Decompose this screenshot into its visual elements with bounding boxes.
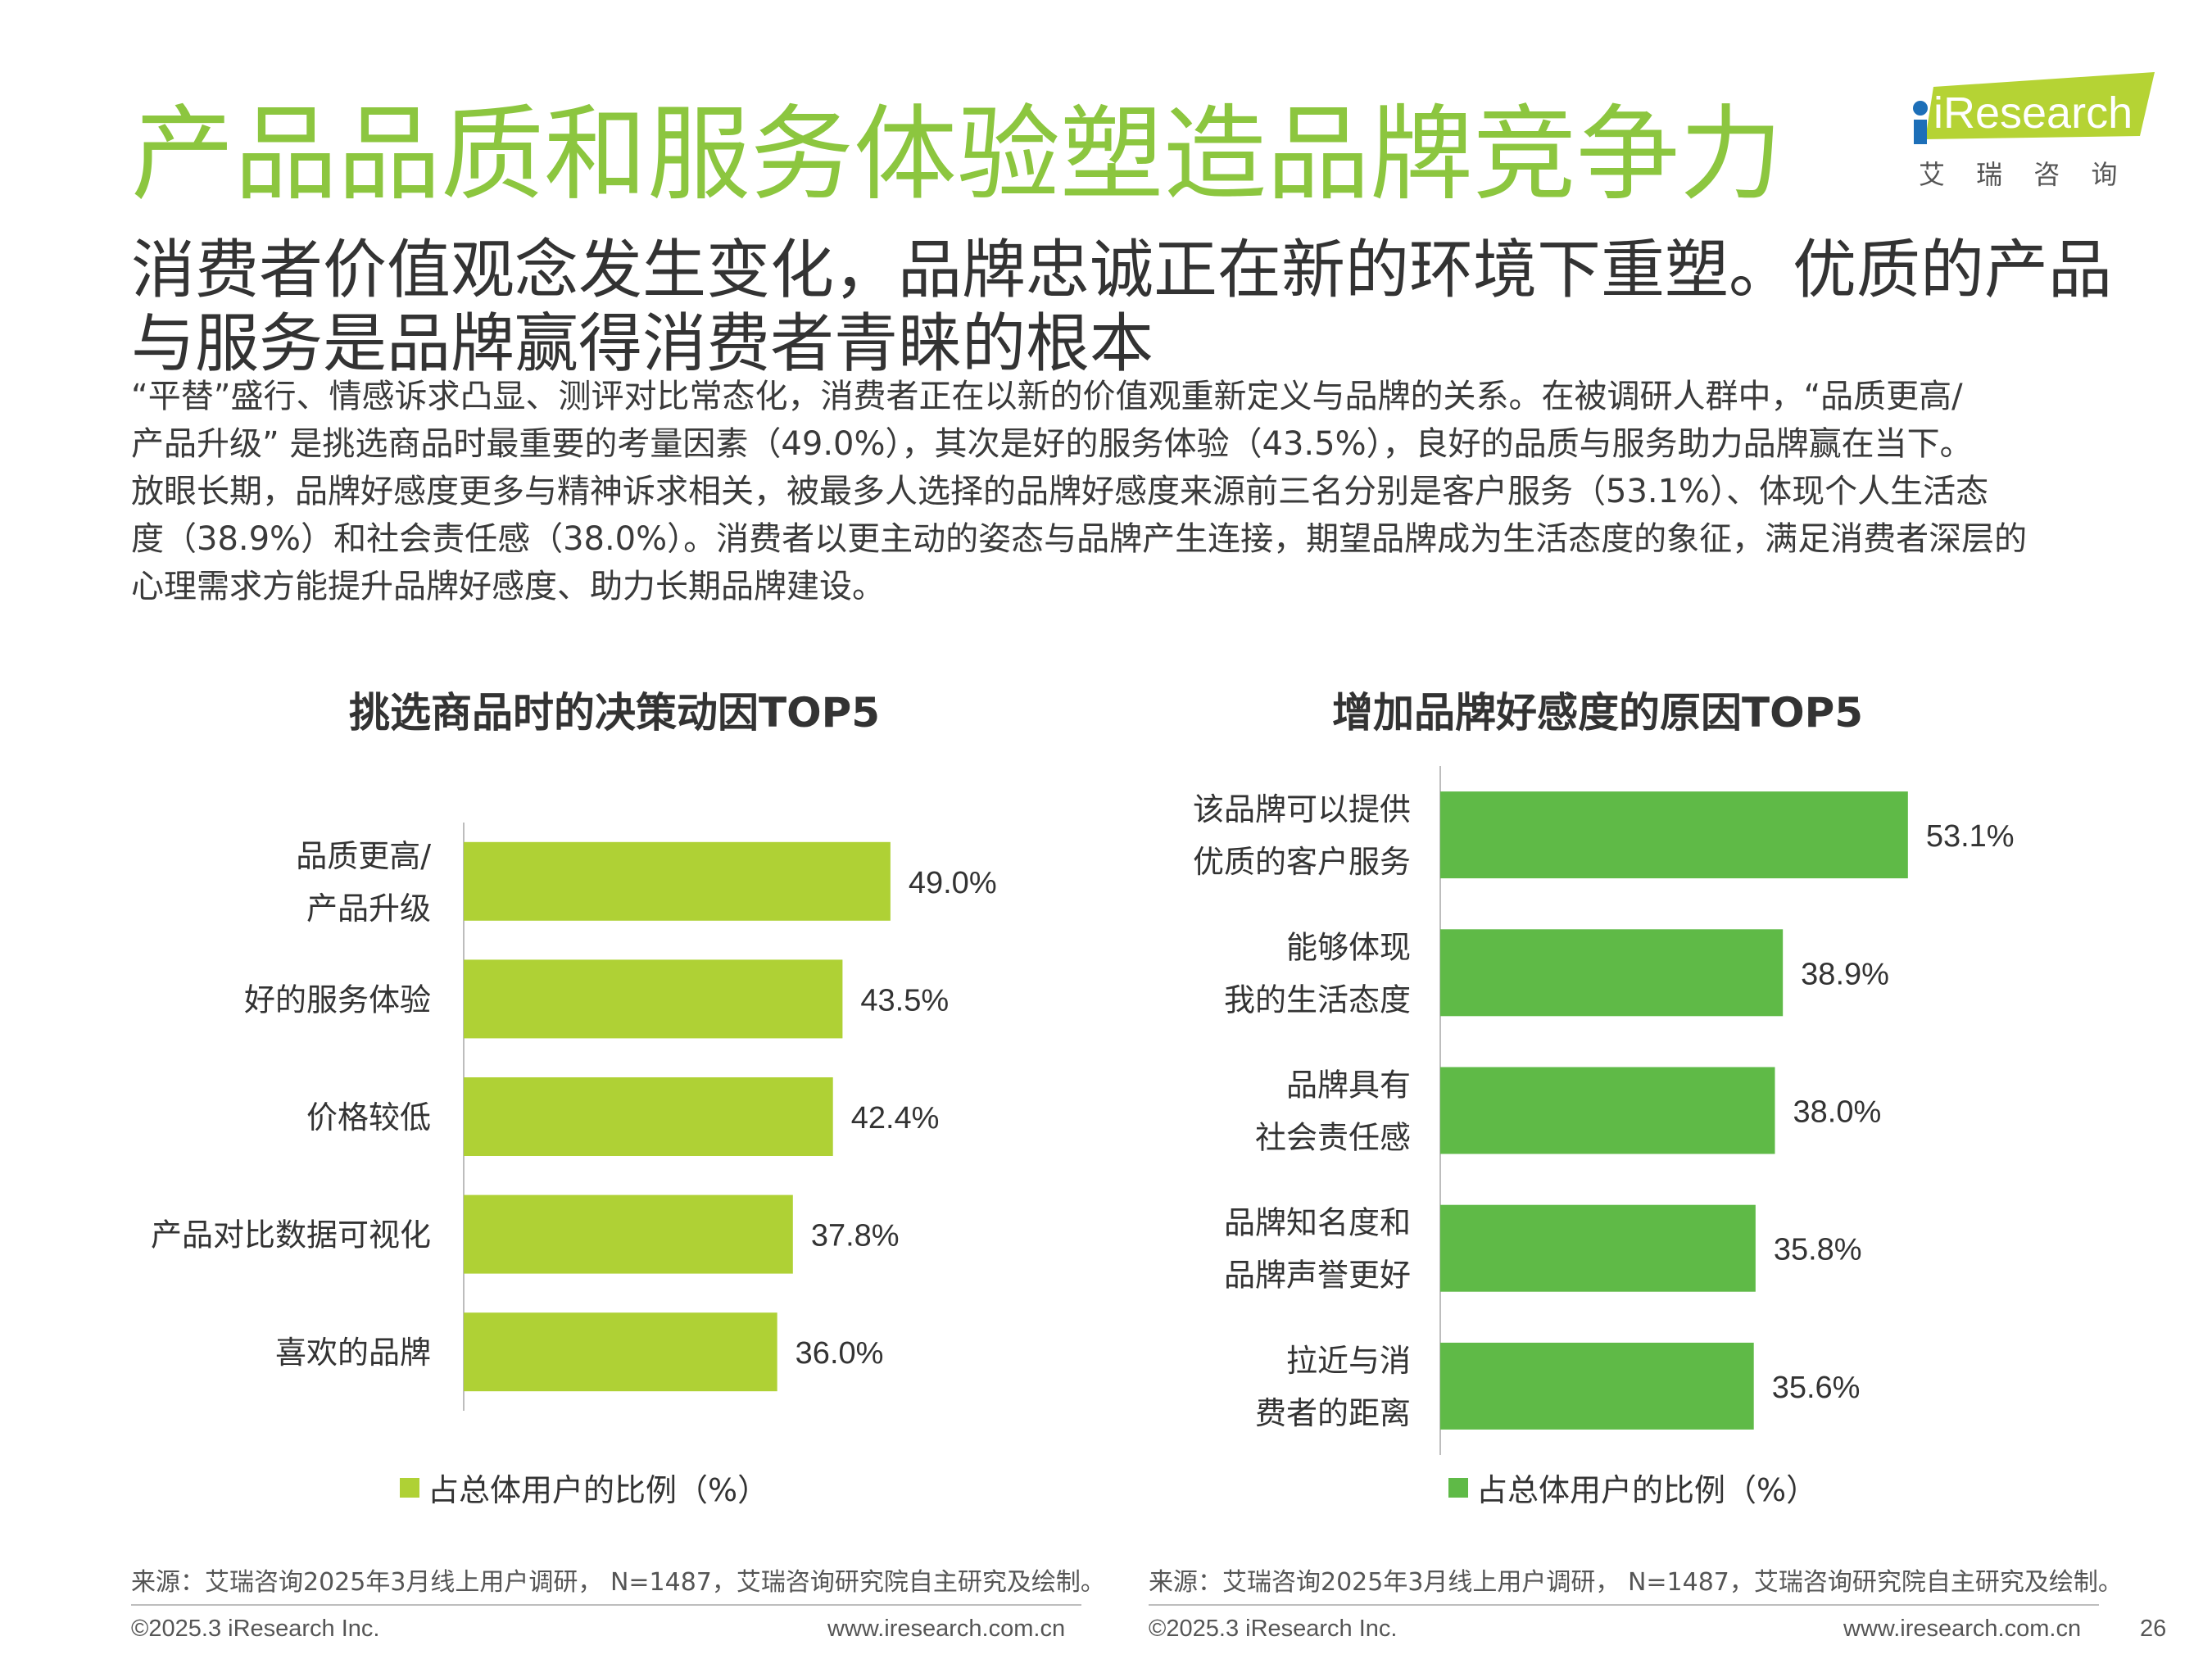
logo-cn-text: 艾 瑞 咨 询: [1919, 159, 2129, 190]
chart-1-data-label: 49.0%: [909, 866, 997, 900]
chart-1-category-label: 好的服务体验: [244, 981, 431, 1018]
chart-1-bar: [464, 1312, 777, 1392]
chart-2-category-label: 能够体现: [1286, 929, 1411, 965]
logo-brand-text: iResearch: [1933, 88, 2133, 138]
chart-1-bar: [464, 959, 843, 1039]
logo-bar-icon: [1914, 120, 1927, 144]
legend-label: 占总体用户的比例（%）: [428, 1472, 769, 1508]
footer-divider: [1149, 1604, 2099, 1606]
chart-2-data-label: 35.8%: [1774, 1233, 1862, 1267]
page-title: 产品品质和服务体验塑造品牌竞争力: [131, 94, 1783, 215]
source-note-left: 来源：艾瑞咨询2025年3月线上用户调研， N=1487，艾瑞咨询研究院自主研究…: [131, 1568, 1105, 1597]
chart-2-category-label: 费者的距离: [1255, 1395, 1411, 1431]
source-note-right: 来源：艾瑞咨询2025年3月线上用户调研， N=1487，艾瑞咨询研究院自主研究…: [1149, 1568, 2123, 1597]
chart-1-data-label: 36.0%: [796, 1336, 884, 1371]
chart-1-data-label: 43.5%: [860, 983, 949, 1018]
footer-divider: [131, 1604, 1081, 1606]
chart-2-bar: [1440, 929, 1784, 1017]
chart-2-title: 增加品牌好感度的原因TOP5: [1331, 689, 1864, 737]
chart-1-category-label: 品质更高/: [296, 838, 431, 874]
chart-1-bar: [464, 1194, 793, 1274]
chart-1-legend: 占总体用户的比例（%）: [400, 1465, 768, 1510]
body-line: 放眼长期，品牌好感度更多与精神诉求相关，被最多人选择的品牌好感度来源前三名分别是…: [131, 473, 1989, 510]
legend-swatch: [400, 1477, 419, 1498]
chart-1-category-label: 价格较低: [306, 1099, 431, 1135]
chart-1-data-label: 42.4%: [851, 1101, 940, 1135]
copyright-left: ©2025.3 iResearch Inc.: [131, 1616, 380, 1642]
body-line: 度（38.9%）和社会责任感（38.0%）。消费者以更主动的姿态与品牌产生连接，…: [131, 520, 2028, 558]
chart-2-bar: [1440, 1067, 1775, 1154]
website-link-right[interactable]: www.iresearch.com.cn: [1843, 1616, 2082, 1642]
chart-1-category-label: 喜欢的品牌: [275, 1335, 431, 1371]
chart-1-data-label: 37.8%: [811, 1219, 900, 1253]
chart-2-bar: [1440, 791, 1908, 879]
chart-2-data-label: 38.9%: [1801, 957, 1889, 991]
legend-label: 占总体用户的比例（%）: [1476, 1472, 1818, 1508]
chart-2-category-label: 我的生活态度: [1224, 981, 1411, 1018]
page-number: 26: [2140, 1616, 2167, 1642]
chart-1-category-label: 产品升级: [306, 891, 431, 927]
chart-2-data-label: 35.6%: [1772, 1371, 1861, 1405]
logo-dot-icon: [1913, 101, 1928, 116]
body-paragraph: “平替”盛行、情感诉求凸显、测评对比常态化，消费者正在以新的价值观重新定义与品牌…: [131, 373, 2114, 610]
legend-swatch: [1448, 1477, 1468, 1498]
chart-2-category-label: 社会责任感: [1255, 1120, 1411, 1156]
chart-2-bar: [1440, 1204, 1756, 1292]
chart-2-bar: [1440, 1342, 1754, 1430]
chart-1-category-label: 产品对比数据可视化: [151, 1217, 431, 1253]
chart-2-category-label: 品牌声誉更好: [1224, 1258, 1411, 1294]
chart-2-data-label: 53.1%: [1926, 819, 2015, 854]
chart-2-category-label: 品牌具有: [1286, 1067, 1411, 1104]
chart-1-bar: [464, 841, 891, 921]
website-link-left[interactable]: www.iresearch.com.cn: [827, 1616, 1066, 1642]
body-line: 产品升级” 是挑选商品时最重要的考量因素（49.0%），其次是好的服务体验（43…: [131, 425, 1973, 463]
subtitle-line-1: 消费者价值观念发生变化，品牌忠诚正在新的环境下重塑。优质的产品: [131, 233, 2113, 307]
logo-banner-shape: [1925, 72, 2155, 139]
chart-2-data-label: 38.0%: [1793, 1095, 1882, 1130]
chart-2-category-label: 品牌知名度和: [1224, 1205, 1411, 1241]
chart-2-category-label: 拉近与消: [1286, 1343, 1411, 1379]
iresearch-logo: iResearch 艾 瑞 咨 询: [1913, 72, 2155, 190]
body-line: 心理需求方能提升品牌好感度、助力长期品牌建设。: [131, 568, 885, 605]
chart-2-category-label: 优质的客户服务: [1193, 844, 1411, 880]
copyright-right: ©2025.3 iResearch Inc.: [1149, 1616, 1398, 1642]
chart-1-bar: [464, 1077, 833, 1156]
subtitle-line-2: 与服务是品牌赢得消费者青睐的根本: [131, 307, 1154, 381]
body-line: “平替”盛行、情感诉求凸显、测评对比常态化，消费者正在以新的价值观重新定义与品牌…: [131, 378, 1963, 415]
chart-2-legend: 占总体用户的比例（%）: [1448, 1465, 1817, 1510]
chart-2-category-label: 该品牌可以提供: [1193, 791, 1411, 827]
chart-1-title: 挑选商品时的决策动因TOP5: [348, 689, 881, 737]
